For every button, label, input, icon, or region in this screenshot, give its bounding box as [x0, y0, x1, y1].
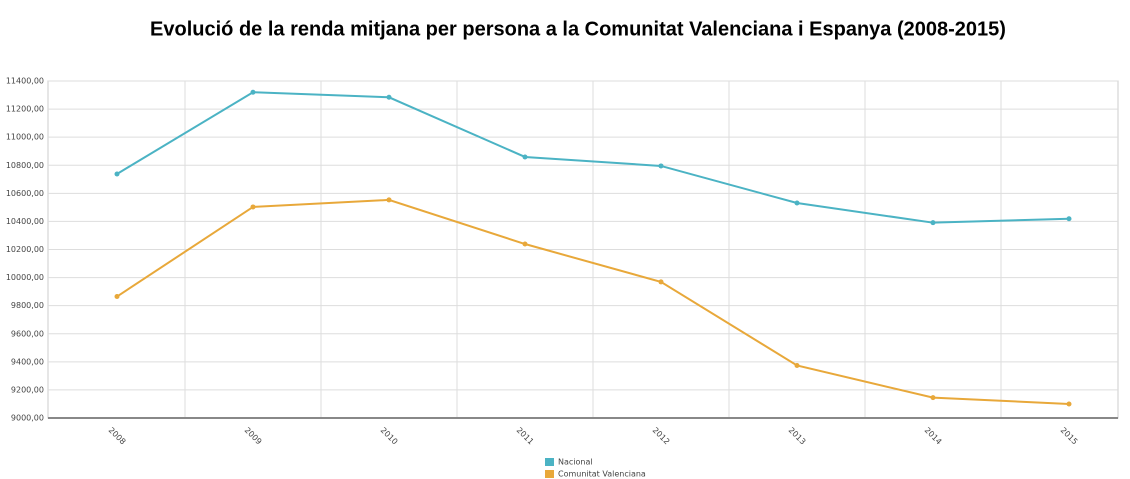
- y-tick-label: 9800,00: [11, 301, 44, 310]
- y-tick-label: 10600,00: [6, 189, 44, 198]
- y-tick-label: 9600,00: [11, 329, 44, 338]
- data-point: [522, 241, 528, 247]
- y-tick-label: 9400,00: [11, 357, 44, 366]
- data-point: [114, 294, 120, 300]
- data-point: [250, 204, 256, 210]
- y-tick-label: 10400,00: [6, 217, 44, 226]
- data-point: [658, 163, 664, 169]
- legend-swatch: [545, 470, 554, 478]
- legend-swatch: [545, 458, 554, 466]
- data-point: [658, 279, 664, 285]
- y-tick-label: 10200,00: [6, 245, 44, 254]
- y-tick-label: 11000,00: [6, 133, 44, 142]
- x-tick-label: 2012: [651, 426, 672, 447]
- legend-label: Nacional: [558, 458, 593, 467]
- x-tick-label: 2009: [243, 426, 264, 447]
- data-point: [114, 171, 120, 177]
- data-point: [386, 94, 392, 100]
- data-point: [930, 220, 936, 226]
- y-tick-label: 11400,00: [6, 77, 44, 86]
- chart-title: Evolució de la renda mitjana per persona…: [150, 18, 1006, 40]
- x-tick-label: 2010: [379, 426, 400, 447]
- data-point: [522, 154, 528, 160]
- data-point: [930, 395, 936, 401]
- x-tick-label: 2014: [923, 426, 944, 447]
- x-tick-label: 2011: [515, 426, 536, 447]
- data-point: [386, 197, 392, 203]
- data-point: [1066, 216, 1072, 222]
- y-tick-label: 10800,00: [6, 161, 44, 170]
- data-point: [794, 200, 800, 206]
- x-tick-label: 2008: [107, 426, 128, 447]
- x-tick-label: 2013: [787, 426, 808, 447]
- y-tick-label: 9000,00: [11, 414, 44, 423]
- series-line: [116, 91, 1070, 224]
- y-tick-label: 9200,00: [11, 385, 44, 394]
- series-line: [116, 198, 1070, 405]
- y-tick-label: 10000,00: [6, 273, 44, 282]
- data-point: [794, 362, 800, 368]
- y-tick-label: 11200,00: [6, 105, 44, 114]
- x-tick-label: 2015: [1059, 426, 1080, 447]
- data-point: [250, 89, 256, 95]
- legend-label: Comunitat Valenciana: [558, 470, 646, 479]
- data-point: [1066, 401, 1072, 407]
